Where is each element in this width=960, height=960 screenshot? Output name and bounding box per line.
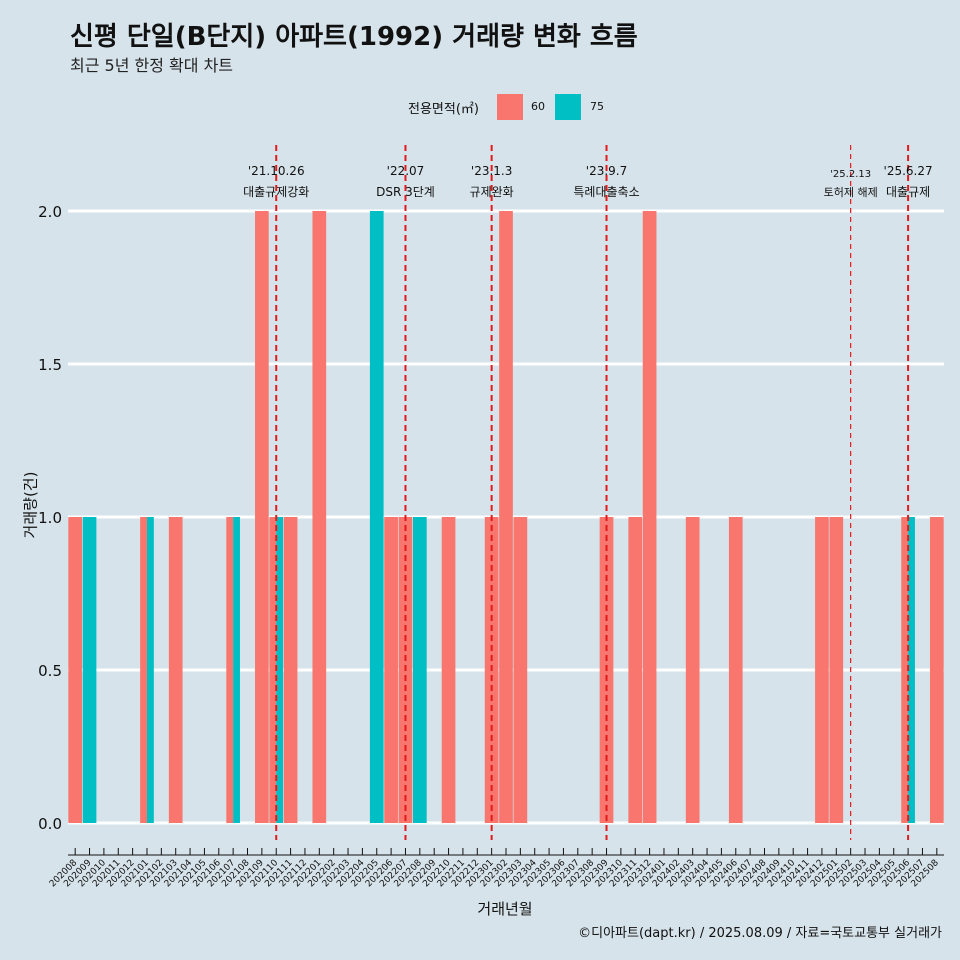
bar xyxy=(908,517,915,823)
bar xyxy=(815,517,829,823)
bar xyxy=(233,517,240,823)
legend-label-75: 75 xyxy=(590,100,604,113)
bar xyxy=(728,517,743,823)
legend-key-60 xyxy=(497,94,523,120)
event-label: 대출규제 xyxy=(886,185,930,199)
y-tick-label: 0.5 xyxy=(38,662,62,680)
bar xyxy=(269,517,277,823)
bar xyxy=(628,517,643,823)
y-axis-label: 거래량(건) xyxy=(21,471,40,539)
bar xyxy=(513,517,528,823)
bar xyxy=(276,517,284,823)
legend-key-75 xyxy=(555,94,581,120)
y-tick-label: 0.0 xyxy=(38,815,62,833)
bar xyxy=(312,211,327,823)
bar xyxy=(146,517,154,823)
bar xyxy=(441,517,456,823)
bar xyxy=(929,517,944,823)
chart-subtitle: 최근 5년 한정 확대 차트 xyxy=(70,56,234,75)
bar xyxy=(226,517,234,823)
bar xyxy=(829,517,844,823)
source-caption: ©디아파트(dapt.kr) / 2025.08.09 / 자료=국토교통부 실… xyxy=(578,926,942,941)
legend-label-60: 60 xyxy=(531,100,545,113)
bar xyxy=(901,517,909,823)
y-tick-label: 1.5 xyxy=(38,356,62,374)
legend-title: 전용면적(㎡) xyxy=(408,102,479,117)
bar xyxy=(384,517,398,823)
x-axis-label: 거래년월 xyxy=(477,900,533,918)
event-date-label: '23.9.7 xyxy=(586,164,627,178)
bar xyxy=(82,517,97,823)
y-tick-label: 1.0 xyxy=(38,509,62,527)
bar xyxy=(283,517,298,823)
event-date-label: '21.10.26 xyxy=(248,164,305,178)
bar xyxy=(255,211,269,823)
event-label: 대출규제강화 xyxy=(243,185,309,199)
bar xyxy=(140,517,147,823)
event-date-label: '25.6.27 xyxy=(884,164,933,178)
event-date-label: '25.2.13 xyxy=(830,169,871,180)
bar xyxy=(369,211,384,823)
event-label: 특례대출축소 xyxy=(573,185,639,199)
event-label: DSR 3단계 xyxy=(376,185,435,199)
y-tick-label: 2.0 xyxy=(38,203,62,221)
bar xyxy=(642,211,657,823)
event-label: 규제완화 xyxy=(470,185,514,199)
bar xyxy=(168,517,183,823)
event-date-label: '22.07 xyxy=(387,164,425,178)
event-date-label: '23.1.3 xyxy=(471,164,512,178)
chart-title: 신평 단일(B단지) 아파트(1992) 거래량 변화 흐름 xyxy=(70,22,638,52)
bar xyxy=(412,517,427,823)
event-label: 토허제 해제 xyxy=(824,185,878,199)
legend: 전용면적(㎡) 60 75 xyxy=(0,92,960,122)
bar xyxy=(499,211,513,823)
bar xyxy=(685,517,700,823)
bar xyxy=(68,517,83,823)
